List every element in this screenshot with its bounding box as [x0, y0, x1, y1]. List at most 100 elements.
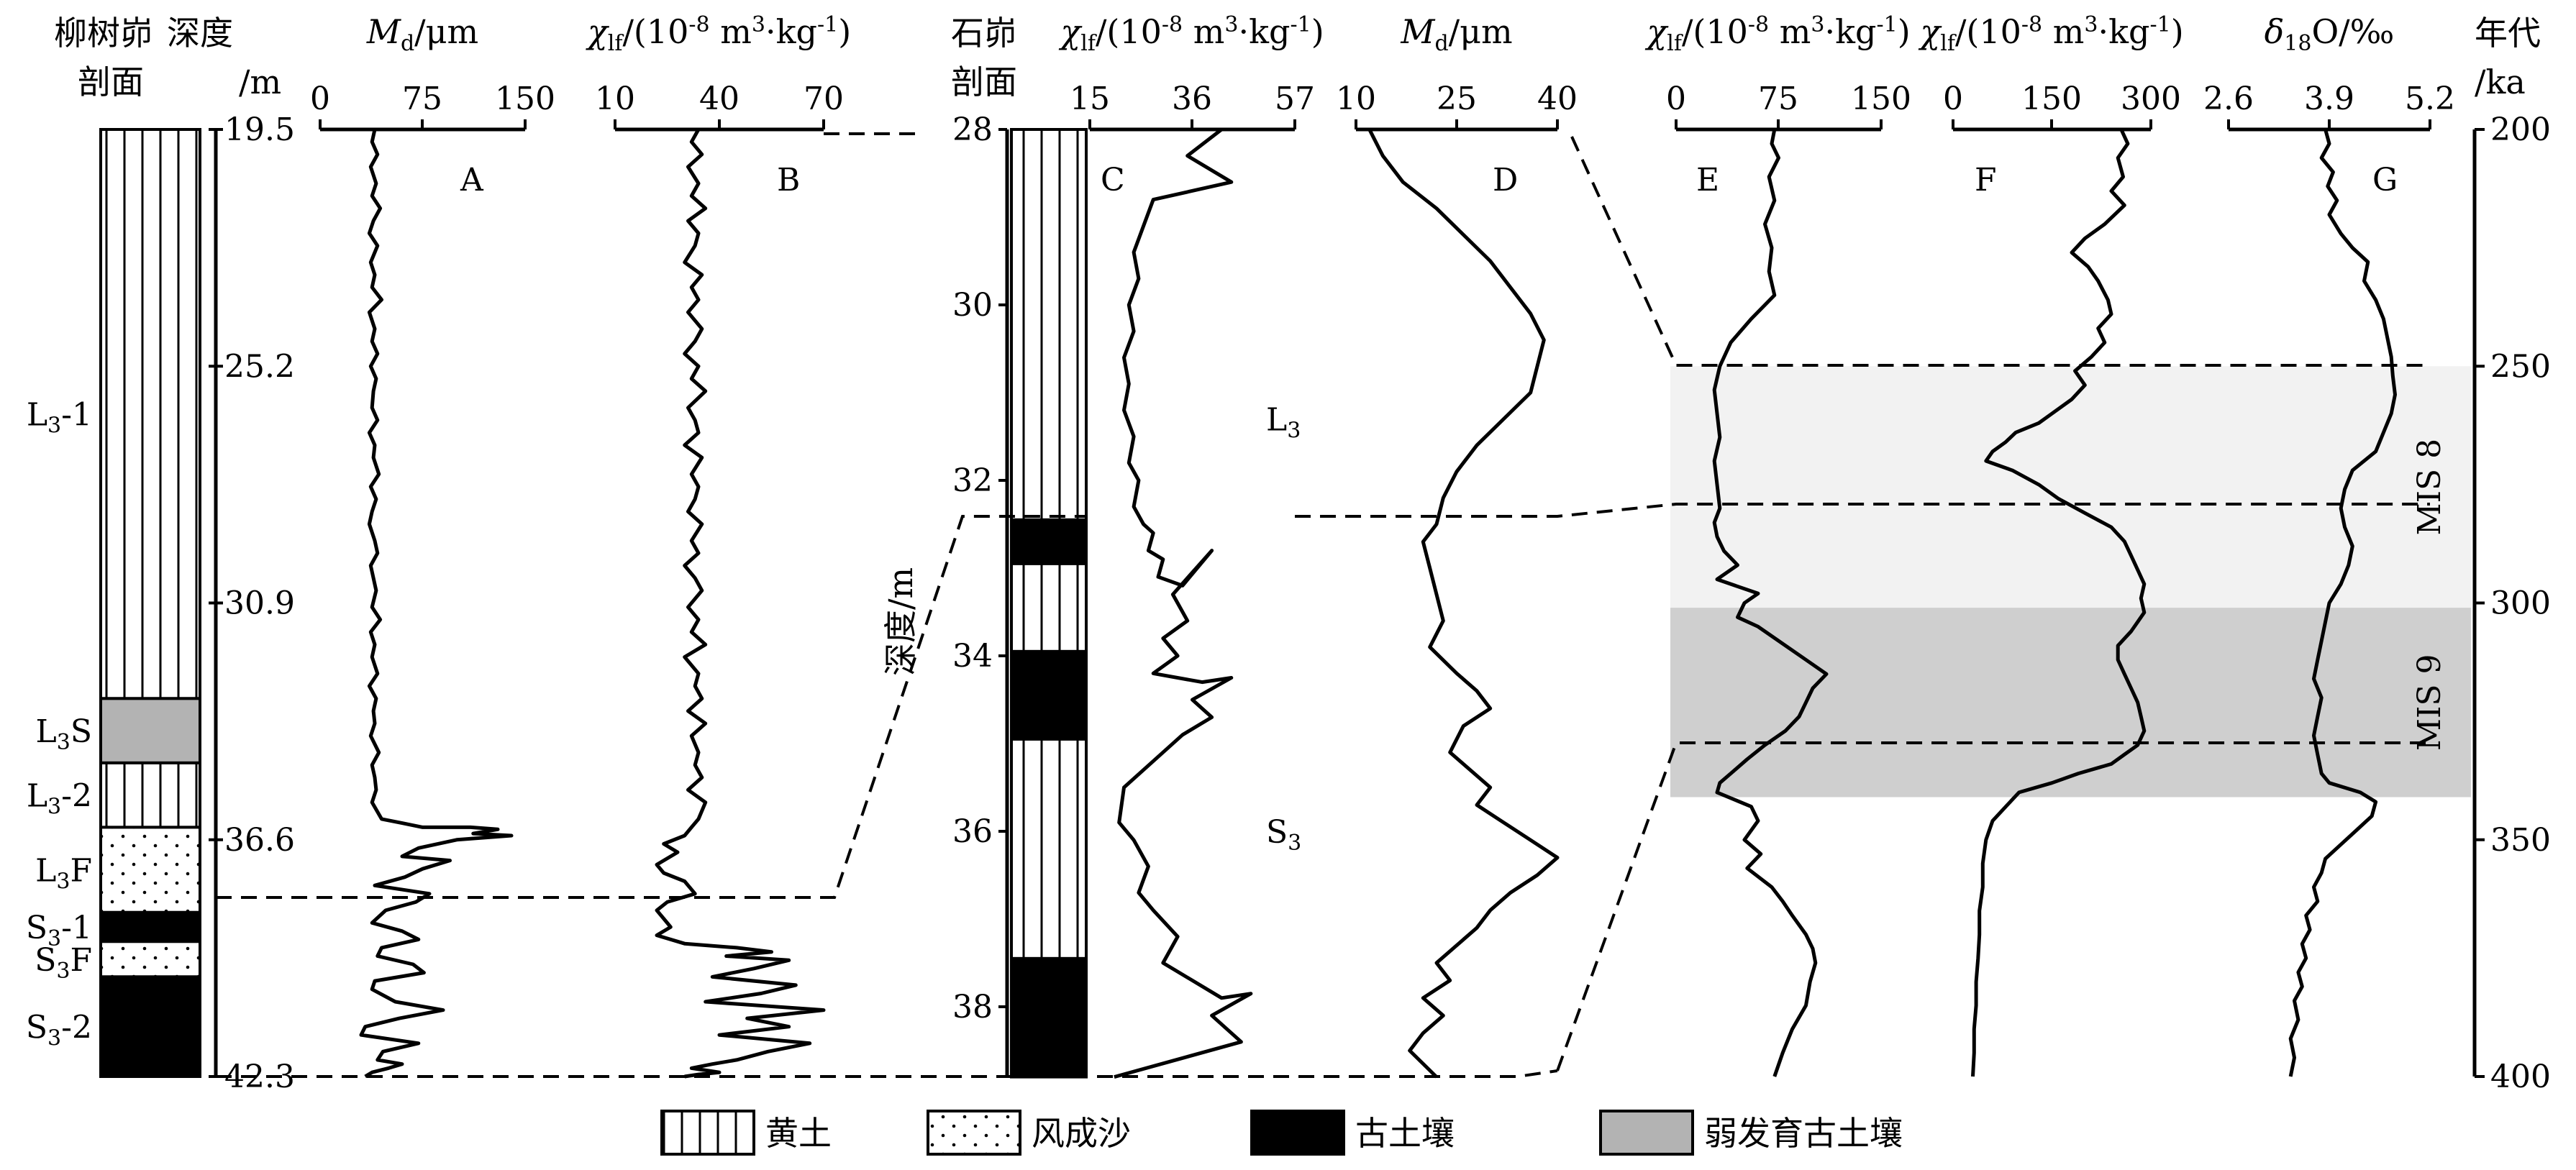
- liushu-layer-label-L3F: L3F: [35, 853, 92, 895]
- panel-g-xtick-label-0: 2.6: [2203, 81, 2254, 117]
- liushu-layer-L3F: [99, 826, 201, 914]
- shimao-layer-2: [1010, 562, 1088, 653]
- panel-c-xtick-label-2: 57: [1275, 81, 1315, 117]
- panel-g-x-label: δ18O/‰: [2265, 12, 2395, 56]
- liushu-layer-S3-2: [99, 975, 201, 1078]
- panel-g-xtick-label-2: 5.2: [2405, 81, 2455, 117]
- panel-a-letter: A: [460, 162, 484, 198]
- panel-f-x-label: χlf/(10-8 m3·kg-1): [1918, 12, 2183, 56]
- panel-e-curve: [1712, 129, 1829, 1077]
- mis-label-2: MIS 9: [2411, 654, 2448, 751]
- liushu-layer-L3-1: [99, 128, 201, 700]
- shimao-layer-5: [1010, 956, 1088, 1079]
- liushu-depth-tick-label-1: 25.2: [224, 348, 295, 385]
- axes-group: 19.525.230.936.642.328303234363820025030…: [209, 12, 2551, 1095]
- legend-swatch-weak: [1599, 1110, 1694, 1156]
- panel-c-letter: C: [1101, 162, 1125, 198]
- liushu-layer-label-L3-2: L3-2: [27, 778, 92, 820]
- panel-b-xtick-label-0: 10: [595, 81, 635, 117]
- liushu-depth-title-line2: /m: [239, 63, 281, 101]
- age-tick-label-0: 200: [2490, 111, 2551, 148]
- shimao-title-line1: 石峁: [951, 14, 1017, 52]
- age-tick-label-1: 250: [2490, 348, 2551, 385]
- panel-d-x-label: Md/μm: [1400, 12, 1512, 56]
- correlation-line-2: [216, 515, 1086, 899]
- panel-a-xtick-label-2: 150: [495, 81, 555, 117]
- mis-band-2: [1670, 608, 2471, 797]
- correlation-line-5: [1570, 136, 2430, 367]
- panel-f-xtick-label-2: 300: [2121, 81, 2181, 117]
- liushu-depth-tick-label-4: 42.3: [224, 1059, 295, 1095]
- panel-b-xtick-label-2: 70: [804, 81, 844, 117]
- panel-e-xtick-label-1: 75: [1758, 81, 1798, 117]
- age-title-line2: /ka: [2475, 63, 2526, 101]
- shimao-depth-tick-label-0: 28: [952, 111, 993, 148]
- panel-c-x-label: χlf/(10-8 m3·kg-1): [1058, 12, 1324, 56]
- panel-d-curve: [1367, 128, 1560, 1079]
- liushu-depth-tick-label-2: 30.9: [224, 585, 295, 622]
- panel-d-letter: D: [1493, 162, 1518, 198]
- panel-e-xtick-label-2: 150: [1851, 81, 1911, 117]
- liushu-layer-label-S3-2: S3-2: [26, 1010, 92, 1051]
- liushu-layer-L3-2: [99, 761, 201, 829]
- legend-label-weak: 弱发育古土壤: [1704, 1114, 1903, 1153]
- liushu-title-line2: 剖面: [78, 63, 144, 101]
- age-tick-label-3: 350: [2490, 822, 2551, 859]
- panel-b-x-label: χlf/(10-8 m3·kg-1): [586, 12, 851, 56]
- liushu-layer-label-S3F: S3F: [35, 942, 92, 984]
- age-tick-label-2: 300: [2490, 585, 2551, 622]
- legend-label-paleosol: 古土壤: [1355, 1114, 1455, 1153]
- panel-b-curve: [655, 128, 826, 1079]
- panel-c-xtick-label-0: 15: [1070, 81, 1110, 117]
- liushu-depth-tick-label-0: 19.5: [224, 111, 295, 148]
- panel-g-curve: [2288, 129, 2397, 1077]
- legend-label-sand: 风成沙: [1032, 1114, 1131, 1153]
- panel-f-xtick-label-0: 0: [1943, 81, 1963, 117]
- correlation-line-4: [1295, 503, 2430, 518]
- mis-label-1: MIS 8: [2411, 439, 2448, 536]
- correlation-line-3: [216, 1069, 1558, 1078]
- panel-c-curve: [1114, 128, 1253, 1079]
- shimao-layer-label-0: L3: [1266, 402, 1301, 444]
- liushu-layer-label-L3S: L3S: [36, 713, 92, 755]
- correlation-line-6: [1556, 741, 2430, 1071]
- legend-label-loess: 黄土: [765, 1114, 832, 1153]
- age-title-line1: 年代: [2475, 14, 2541, 52]
- shimao-depth-tick-label-1: 30: [952, 287, 993, 324]
- legend: 黄土 风成沙 古土壤 弱发育古土壤: [660, 1110, 1903, 1156]
- panel-f-curve: [1971, 128, 2147, 1077]
- liushu-layer-S3-1: [99, 910, 201, 943]
- panel-g-letter: G: [2372, 162, 2398, 198]
- panel-a-curve: [359, 129, 514, 1079]
- panel-e-letter: E: [1696, 162, 1719, 198]
- shimao-depth-tick-label-3: 34: [952, 638, 993, 675]
- liushu-layer-label-S3-1: S3-1: [26, 910, 92, 951]
- panel-g-xtick-label-1: 3.9: [2304, 81, 2354, 117]
- panel-a-xtick-label-0: 0: [310, 81, 330, 117]
- liushu-depth-title-line1: 深度: [167, 14, 233, 52]
- panel-a-x-label: Md/μm: [366, 12, 478, 56]
- shimao-layer-4: [1010, 737, 1088, 960]
- shimao-depth-tick-label-2: 32: [952, 462, 993, 499]
- mis-shading-group: MIS 8 MIS 9: [1670, 366, 2471, 797]
- panel-f-xtick-label-1: 150: [2021, 81, 2082, 117]
- mis-band-1: [1670, 366, 2471, 608]
- liushu-layer-L3S: [99, 697, 201, 764]
- panel-a-xtick-label-1: 75: [402, 81, 442, 117]
- liushu-title-line1: 柳树峁: [54, 14, 153, 52]
- shimao-layer-label-1: S3: [1266, 814, 1301, 856]
- liushu-layer-label-L3-1: L3-1: [27, 397, 92, 439]
- age-tick-label-4: 400: [2490, 1059, 2551, 1095]
- legend-swatch-loess: [660, 1110, 755, 1156]
- panel-d-xtick-label-0: 10: [1336, 81, 1376, 117]
- legend-swatch-sand: [927, 1110, 1021, 1156]
- shimao-layer-0: [1010, 128, 1088, 521]
- panel-e-xtick-label-0: 0: [1666, 81, 1686, 117]
- correlation-lines: [216, 132, 2430, 1078]
- shimao-layer-3: [1010, 649, 1088, 741]
- panel-f-letter: F: [1975, 162, 1997, 198]
- panel-b-xtick-label-1: 40: [699, 81, 739, 117]
- liushu-layer-S3F: [99, 940, 201, 979]
- shimao-depth-tick-label-5: 38: [952, 989, 993, 1025]
